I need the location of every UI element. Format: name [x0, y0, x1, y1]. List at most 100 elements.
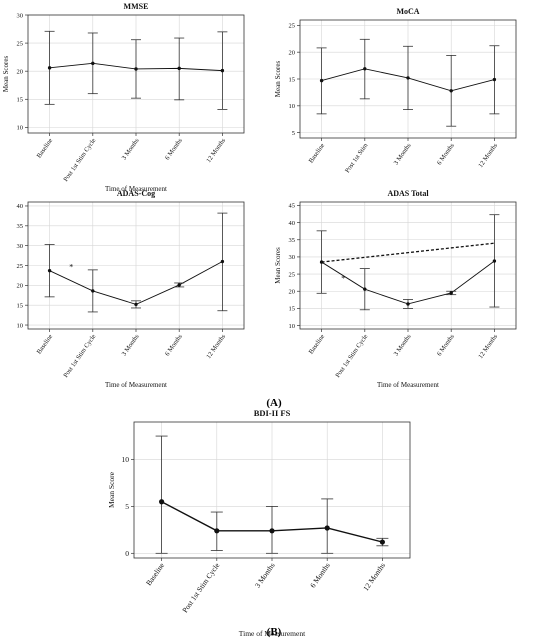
- data-point: [220, 68, 225, 73]
- chart-3: 10 15 20 25 30 35 40 45 Baseline Post 1st Stim Cy…: [274, 189, 517, 389]
- x-tick-label: Post 1st Stim Cycle: [62, 137, 97, 183]
- chart-1: 5 10 15 20 25 Baseline Post 1st Stim 3 Months 6 …: [274, 7, 517, 174]
- data-point: [319, 78, 324, 83]
- x-tick-label: Post 1st Stim Cycle: [334, 333, 369, 379]
- x-tick-label: 12 Months: [361, 561, 387, 593]
- x-tick-label: Baseline: [308, 333, 327, 355]
- x-tick-label: 3 Months: [393, 333, 413, 358]
- y-tick-label: 20: [17, 283, 24, 290]
- y-tick-label: 30: [289, 254, 296, 261]
- x-tick-label: 6 Months: [164, 137, 184, 162]
- data-point: [406, 302, 410, 306]
- x-tick-label: Post 1st Stim Cycle: [62, 333, 97, 379]
- x-axis-label: Time of Measurement: [239, 629, 306, 638]
- y-tick-label: 15: [289, 76, 296, 83]
- chart-title: MoCA: [396, 7, 419, 16]
- y-tick-label: 25: [17, 263, 24, 270]
- y-tick-label: 10: [17, 322, 24, 329]
- y-tick-label: 10: [17, 125, 24, 132]
- data-point: [492, 77, 497, 82]
- x-tick-label: Post 1st Stim Cycle: [180, 560, 222, 614]
- x-tick-label: 3 Months: [393, 142, 413, 167]
- y-tick-label: 30: [17, 243, 24, 250]
- y-tick-label: 25: [289, 23, 296, 30]
- x-tick-label: 12 Months: [205, 333, 227, 360]
- data-point: [492, 259, 497, 263]
- y-tick-label: 25: [289, 271, 296, 278]
- y-axis-label: Mean Scores: [2, 56, 10, 93]
- y-tick-label: 35: [17, 223, 24, 230]
- data-point: [177, 283, 181, 287]
- data-point: [220, 259, 225, 264]
- x-tick-label: Baseline: [36, 137, 55, 159]
- chart-title: MMSE: [124, 2, 149, 11]
- x-tick-label: 12 Months: [205, 137, 227, 164]
- y-axis-label: Mean Scores: [274, 247, 282, 284]
- data-point: [177, 66, 181, 71]
- x-tick-label: Baseline: [144, 560, 167, 587]
- data-point: [159, 499, 165, 505]
- data-point: [47, 268, 52, 273]
- data-point: [91, 61, 95, 66]
- x-tick-label: 12 Months: [477, 333, 499, 360]
- chart-title: ADAS Total: [387, 189, 429, 198]
- y-tick-label: 10: [289, 323, 296, 330]
- x-axis-label: Time of Measurement: [377, 381, 439, 389]
- chart-2: 10 15 20 25 30 35 40 Baseline Post 1st Stim Cycl…: [17, 189, 245, 389]
- y-tick-label: 20: [289, 49, 296, 56]
- data-point: [406, 76, 410, 80]
- y-tick-label: 10: [289, 103, 296, 110]
- annotation-star: *: [341, 274, 345, 283]
- data-point: [134, 302, 138, 307]
- y-tick-label: 15: [17, 97, 24, 104]
- x-tick-label: Baseline: [36, 333, 55, 355]
- x-tick-label: Baseline: [308, 142, 327, 164]
- chart-4: 0 5 10 Baseline Post 1st Stim Cycle 3 Months 6…: [107, 408, 411, 638]
- y-tick-label: 40: [17, 203, 24, 210]
- y-tick-label: 5: [125, 502, 129, 511]
- data-point: [324, 525, 330, 531]
- x-tick-label: 6 Months: [164, 333, 184, 358]
- y-tick-label: 10: [122, 455, 130, 464]
- data-point: [47, 66, 52, 70]
- chart-title: ADAS-Cog: [117, 189, 155, 198]
- x-tick-label: 3 Months: [121, 137, 141, 162]
- annotation-star: *: [69, 262, 73, 271]
- data-point: [269, 528, 275, 534]
- y-tick-label: 20: [289, 289, 296, 296]
- x-tick-label: 3 Months: [253, 561, 277, 590]
- x-axis-label: Time of Measurement: [105, 381, 167, 389]
- data-point: [134, 67, 138, 71]
- data-point: [379, 539, 385, 545]
- chart-title: BDI-II FS: [254, 408, 291, 418]
- y-tick-label: 0: [125, 549, 129, 558]
- y-tick-label: 5: [292, 130, 295, 137]
- x-axis-label: Time of Measurement: [105, 185, 167, 193]
- chart-0: 10 15 20 25 30 Baseline Post 1st Stim Cycle 3 M…: [2, 2, 245, 193]
- y-axis-label: Mean Scores: [274, 61, 282, 98]
- y-tick-label: 30: [17, 12, 24, 19]
- x-tick-label: 6 Months: [436, 333, 456, 358]
- x-tick-label: 6 Months: [436, 142, 456, 167]
- y-tick-label: 20: [17, 68, 24, 75]
- x-tick-label: Post 1st Stim: [344, 142, 369, 174]
- data-point: [91, 289, 95, 293]
- data-point: [363, 67, 367, 71]
- y-tick-label: 15: [289, 306, 296, 313]
- y-tick-label: 40: [289, 220, 296, 227]
- y-tick-label: 15: [17, 302, 24, 309]
- y-tick-label: 25: [17, 40, 24, 47]
- x-tick-label: 12 Months: [477, 142, 499, 169]
- data-point: [449, 291, 453, 295]
- y-tick-label: 45: [289, 203, 296, 210]
- x-tick-label: 3 Months: [121, 333, 141, 358]
- x-tick-label: 6 Months: [308, 561, 332, 590]
- y-axis-label: Mean Score: [107, 471, 116, 508]
- panel-label-b: (B): [266, 626, 282, 638]
- data-point: [363, 287, 367, 291]
- data-point: [319, 260, 324, 264]
- y-tick-label: 35: [289, 237, 296, 244]
- panel-label-a: (A): [266, 397, 282, 409]
- trend-line: [321, 242, 495, 263]
